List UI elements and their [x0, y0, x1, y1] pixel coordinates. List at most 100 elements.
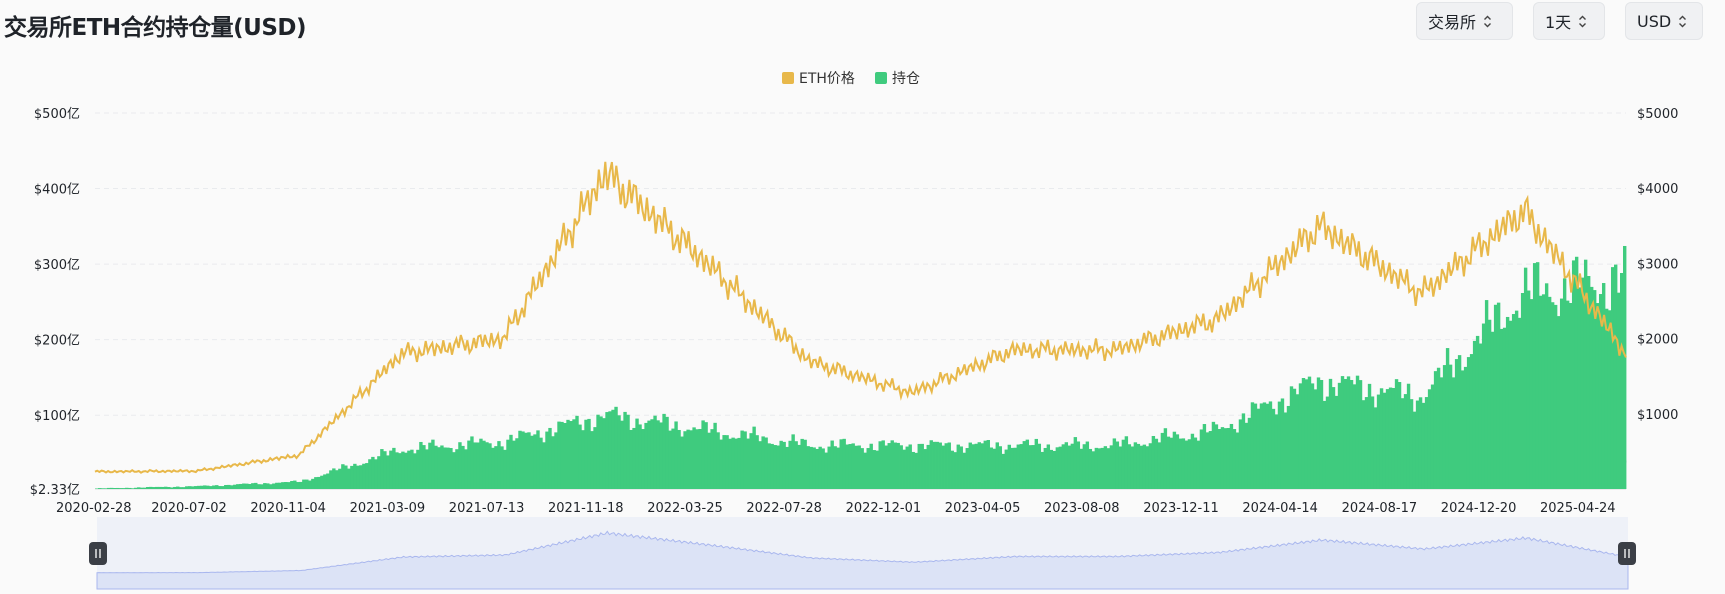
oi-bar	[1151, 435, 1156, 489]
x-tick-label: 2024-04-14	[1242, 501, 1318, 516]
oi-bar	[1535, 262, 1540, 489]
oi-bar	[299, 481, 303, 489]
oi-bar	[1583, 259, 1588, 489]
oi-bar	[1025, 439, 1030, 489]
oi-bar	[272, 483, 276, 489]
navigator-handle[interactable]	[89, 542, 107, 565]
x-tick-label: 2021-11-18	[548, 501, 624, 516]
x-tick-label: 2020-11-04	[250, 501, 326, 516]
oi-bar	[1610, 267, 1615, 489]
oi-bar	[1175, 434, 1180, 489]
oi-bar	[1478, 343, 1483, 489]
oi-bar	[1016, 444, 1020, 489]
oi-bar	[1337, 382, 1342, 489]
x-tick-label: 2023-12-11	[1143, 501, 1219, 516]
oi-bar	[509, 434, 513, 489]
oi-bar	[1091, 451, 1096, 489]
oi-bar	[206, 485, 210, 489]
oi-bar	[998, 446, 1002, 489]
oi-bar	[908, 444, 912, 489]
oi-bar	[1280, 398, 1285, 489]
oi-bar	[281, 482, 285, 489]
oi-bar	[929, 440, 933, 489]
oi-bar	[809, 446, 813, 489]
oi-bar	[371, 456, 375, 489]
oi-bar	[239, 483, 243, 489]
oi-bar	[95, 488, 99, 489]
range-navigator[interactable]	[89, 517, 1636, 590]
oi-bar	[1349, 379, 1354, 489]
oi-bar	[1463, 366, 1468, 489]
y-right-tick-label: $1000	[1637, 408, 1678, 423]
oi-bar	[305, 479, 309, 489]
oi-bar	[458, 442, 462, 489]
oi-bar	[1076, 441, 1081, 489]
oi-bar	[1094, 447, 1099, 489]
oi-bar	[1241, 413, 1246, 489]
oi-bar	[1412, 411, 1417, 489]
oi-bar	[890, 440, 894, 489]
navigator-handle[interactable]	[1618, 542, 1636, 565]
oi-bar	[692, 427, 696, 489]
oi-bar	[1439, 377, 1444, 489]
interval-select[interactable]: 1天	[1533, 2, 1605, 40]
oi-bar	[194, 486, 198, 489]
oi-bar	[296, 482, 300, 489]
oi-bar	[143, 487, 147, 489]
oi-bar	[395, 452, 399, 489]
oi-bar	[230, 485, 234, 489]
oi-bar	[422, 445, 426, 489]
oi-bar	[1256, 408, 1261, 489]
oi-bar	[977, 442, 981, 489]
oi-bar	[1394, 379, 1399, 489]
oi-bar	[1289, 386, 1294, 489]
oi-bar	[1418, 397, 1423, 489]
oi-bar	[374, 459, 378, 489]
oi-bar	[1154, 438, 1159, 489]
oi-bar	[944, 443, 948, 489]
oi-bar	[1415, 400, 1420, 489]
oi-bar	[116, 487, 120, 489]
oi-bar	[113, 488, 117, 489]
oi-bar	[548, 427, 552, 489]
oi-bar	[293, 480, 297, 489]
oi-bar	[1616, 292, 1621, 489]
oi-bar	[260, 484, 264, 489]
oi-bar	[1364, 397, 1369, 489]
oi-bar	[1580, 277, 1585, 489]
oi-bar	[1259, 403, 1264, 489]
oi-bar	[662, 413, 666, 489]
oi-bar	[1196, 440, 1201, 489]
oi-bar	[1613, 264, 1618, 489]
oi-bar	[971, 444, 975, 489]
oi-bar	[1250, 402, 1255, 489]
oi-bar	[302, 479, 306, 489]
oi-bar	[683, 431, 687, 489]
chart-legend: ETH价格 持仓	[782, 71, 920, 87]
exchange-select[interactable]: 交易所	[1416, 2, 1513, 40]
oi-bar	[1334, 395, 1339, 489]
oi-bar	[704, 422, 708, 489]
oi-bar	[539, 437, 543, 489]
oi-bar	[779, 440, 783, 489]
oi-bar	[461, 445, 465, 489]
oi-bar	[737, 437, 741, 489]
oi-bar	[773, 445, 777, 489]
oi-bar	[680, 436, 684, 489]
currency-select[interactable]: USD	[1625, 2, 1703, 40]
oi-bar	[1055, 447, 1060, 489]
oi-bar	[1541, 294, 1546, 489]
oi-bar	[473, 442, 477, 489]
oi-bar	[212, 485, 216, 489]
oi-bar	[1406, 383, 1411, 489]
oi-bar	[638, 424, 642, 489]
oi-bar	[581, 430, 585, 489]
oi-bar	[686, 429, 690, 489]
oi-bar	[500, 446, 504, 489]
oi-bar	[1592, 290, 1597, 489]
oi-bar	[824, 452, 828, 489]
oi-bar	[470, 436, 474, 489]
oi-bar	[1127, 444, 1132, 489]
oi-bar	[134, 487, 138, 489]
oi-bar	[410, 449, 414, 489]
